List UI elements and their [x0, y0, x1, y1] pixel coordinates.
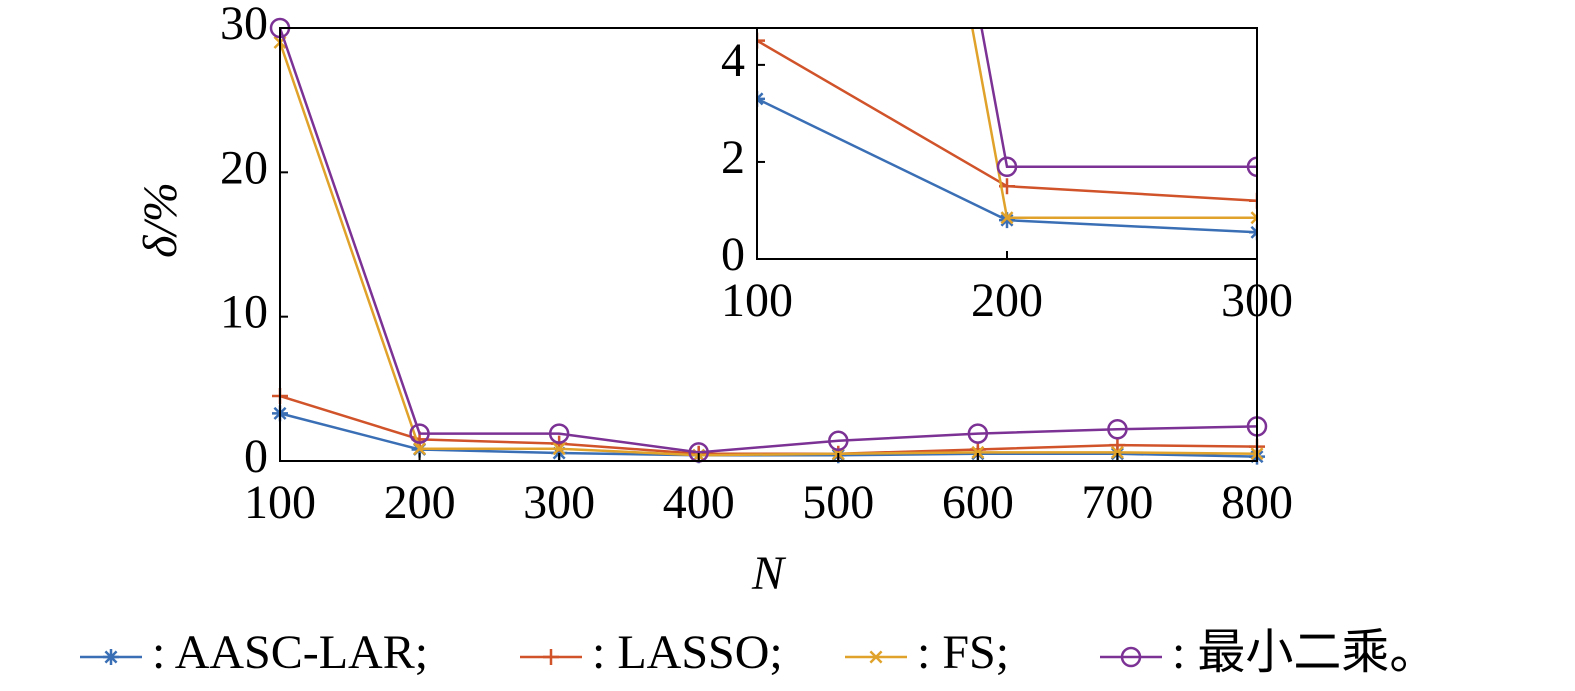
x-tick-label: 300 — [523, 476, 595, 529]
legend-marker — [543, 649, 559, 665]
x-tick-label: 100 — [721, 274, 793, 327]
series-line — [278, 27, 1258, 454]
marker — [828, 430, 849, 452]
marker — [1249, 192, 1257, 209]
marker — [967, 423, 989, 444]
series-line — [980, 28, 1257, 169]
series-line — [757, 97, 1257, 234]
x-tick-label: 200 — [971, 274, 1043, 327]
x-tick-label: 300 — [1221, 274, 1293, 327]
series-line — [971, 28, 1257, 220]
legend-marker — [1120, 646, 1142, 668]
y-tick-label: 20 — [220, 141, 268, 194]
legend-marker — [869, 650, 883, 664]
legend-marker — [103, 649, 119, 665]
marker — [409, 423, 430, 444]
series-line — [278, 42, 1258, 457]
x-tick-label: 500 — [802, 476, 874, 529]
x-tick-label: 700 — [1081, 476, 1153, 529]
marker — [1499, 232, 1515, 248]
x-tick-label: 400 — [663, 476, 735, 529]
x-tick-label: 600 — [942, 476, 1014, 529]
marker — [1109, 437, 1126, 454]
x-axis-label: N — [751, 547, 787, 600]
series-line — [757, 39, 1257, 203]
legend-label: : AASC-LAR; — [152, 626, 428, 679]
x-tick-label: 200 — [384, 476, 456, 529]
series-group — [757, 28, 1516, 248]
marker — [1499, 227, 1515, 243]
legend-label: : 最小二乘。 — [1172, 626, 1437, 679]
y-tick-label: 0 — [721, 228, 745, 281]
y-tick-label: 30 — [220, 0, 268, 50]
marker — [1250, 211, 1257, 225]
x-tick-label: 100 — [244, 476, 316, 529]
marker — [1246, 156, 1257, 178]
marker — [1110, 445, 1124, 459]
y-tick-label: 0 — [244, 430, 268, 483]
marker — [1498, 221, 1516, 239]
marker — [999, 212, 1015, 229]
marker — [1107, 418, 1128, 440]
legend-label: : LASSO; — [592, 626, 783, 679]
marker — [757, 32, 765, 49]
x-tick-label: 800 — [1221, 476, 1293, 529]
marker — [552, 442, 566, 456]
marker — [971, 445, 985, 459]
marker — [1501, 234, 1512, 245]
marker — [1000, 211, 1014, 225]
marker — [548, 423, 570, 444]
marker — [413, 442, 427, 456]
y-tick-label: 10 — [220, 286, 268, 339]
y-axis-label: δ/% — [134, 182, 187, 258]
marker — [996, 156, 1018, 178]
y-tick-label: 2 — [721, 131, 745, 184]
legend-label: : FS; — [917, 626, 1009, 679]
y-tick-label: 4 — [721, 34, 745, 87]
